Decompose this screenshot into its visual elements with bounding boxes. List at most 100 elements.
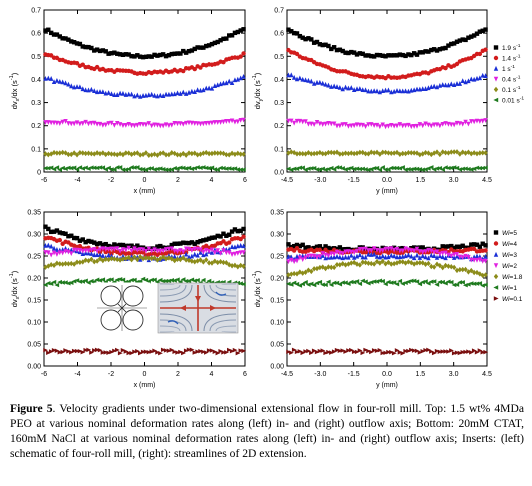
- data-point: [403, 123, 408, 129]
- data-point: [54, 348, 60, 353]
- data-point: [135, 256, 140, 263]
- data-point: [212, 120, 218, 125]
- data-point: [126, 350, 132, 356]
- data-point: [334, 84, 340, 89]
- data-point: [357, 247, 363, 252]
- series-0: [43, 224, 246, 252]
- data-point: [417, 350, 423, 355]
- data-point: [77, 243, 83, 249]
- data-point: [346, 123, 351, 129]
- data-point: [163, 91, 169, 97]
- series-4: [286, 258, 488, 279]
- data-point: [300, 257, 305, 263]
- data-point: [351, 166, 357, 172]
- y-axis-label: dvy/dx (s-1): [252, 270, 264, 307]
- data-point: [143, 255, 149, 261]
- data-point: [443, 82, 448, 88]
- data-point: [169, 246, 174, 252]
- y-tick-label: 0.25: [270, 254, 284, 261]
- data-point: [482, 165, 488, 170]
- data-point: [137, 54, 143, 59]
- data-point: [323, 244, 328, 249]
- data-point: [94, 258, 100, 264]
- data-point: [449, 122, 454, 128]
- data-point: [440, 167, 445, 172]
- data-point: [46, 350, 51, 355]
- data-point: [215, 233, 220, 239]
- data-point: [189, 88, 195, 94]
- data-point: [189, 48, 195, 53]
- data-point: [166, 151, 172, 158]
- data-point: [422, 279, 428, 284]
- data-point: [140, 54, 146, 60]
- data-point: [126, 52, 131, 57]
- data-point: [149, 255, 154, 262]
- data-point: [286, 349, 292, 355]
- data-point: [146, 246, 152, 252]
- data-point: [369, 260, 374, 267]
- data-point: [89, 120, 94, 126]
- data-point: [434, 282, 440, 287]
- data-point: [137, 166, 143, 172]
- data-point: [474, 257, 480, 263]
- data-point: [92, 259, 97, 265]
- data-point: [131, 277, 137, 283]
- data-point: [77, 348, 83, 354]
- data-point: [466, 78, 471, 84]
- data-point: [106, 277, 111, 283]
- data-point: [311, 266, 317, 272]
- data-point: [45, 281, 51, 286]
- series-1: [43, 51, 246, 76]
- data-point: [471, 119, 477, 125]
- legend-marker: [493, 285, 499, 290]
- data-point: [417, 281, 423, 287]
- data-point: [460, 121, 465, 127]
- data-point: [443, 255, 448, 261]
- data-point: [137, 121, 143, 127]
- data-point: [377, 348, 383, 353]
- data-point: [469, 257, 474, 263]
- data-point: [241, 226, 246, 232]
- data-point: [442, 281, 448, 286]
- streamlines-image: [157, 282, 239, 334]
- data-point: [449, 243, 454, 249]
- data-point: [371, 150, 377, 156]
- data-point: [221, 36, 226, 42]
- data-point: [83, 87, 88, 93]
- data-point: [77, 238, 83, 243]
- data-point: [382, 167, 388, 172]
- data-point: [181, 240, 186, 245]
- data-point: [94, 241, 100, 247]
- data-point: [306, 77, 311, 83]
- data-point: [51, 250, 57, 256]
- data-point: [232, 347, 238, 353]
- data-point: [74, 84, 80, 89]
- data-point: [354, 52, 360, 57]
- data-point: [218, 234, 223, 239]
- legend-marker: [493, 45, 499, 50]
- data-point: [97, 165, 103, 170]
- data-point: [123, 52, 129, 57]
- data-point: [371, 88, 377, 94]
- data-point: [397, 151, 403, 157]
- data-point: [146, 152, 152, 158]
- x-axis-label: y (mm): [376, 188, 398, 195]
- data-point: [320, 246, 325, 252]
- data-point: [206, 236, 212, 241]
- data-point: [362, 167, 368, 172]
- data-point: [440, 244, 445, 249]
- data-point: [77, 121, 83, 127]
- data-point: [451, 165, 457, 170]
- data-point: [320, 122, 325, 127]
- data-point: [100, 350, 106, 355]
- data-point: [103, 49, 108, 54]
- data-point: [80, 150, 85, 156]
- data-point: [423, 249, 428, 254]
- data-point: [180, 165, 186, 171]
- data-point: [411, 255, 417, 261]
- data-point: [200, 277, 206, 283]
- data-point: [334, 253, 340, 259]
- data-point: [406, 122, 411, 128]
- data-point: [300, 151, 305, 157]
- data-point: [198, 45, 203, 50]
